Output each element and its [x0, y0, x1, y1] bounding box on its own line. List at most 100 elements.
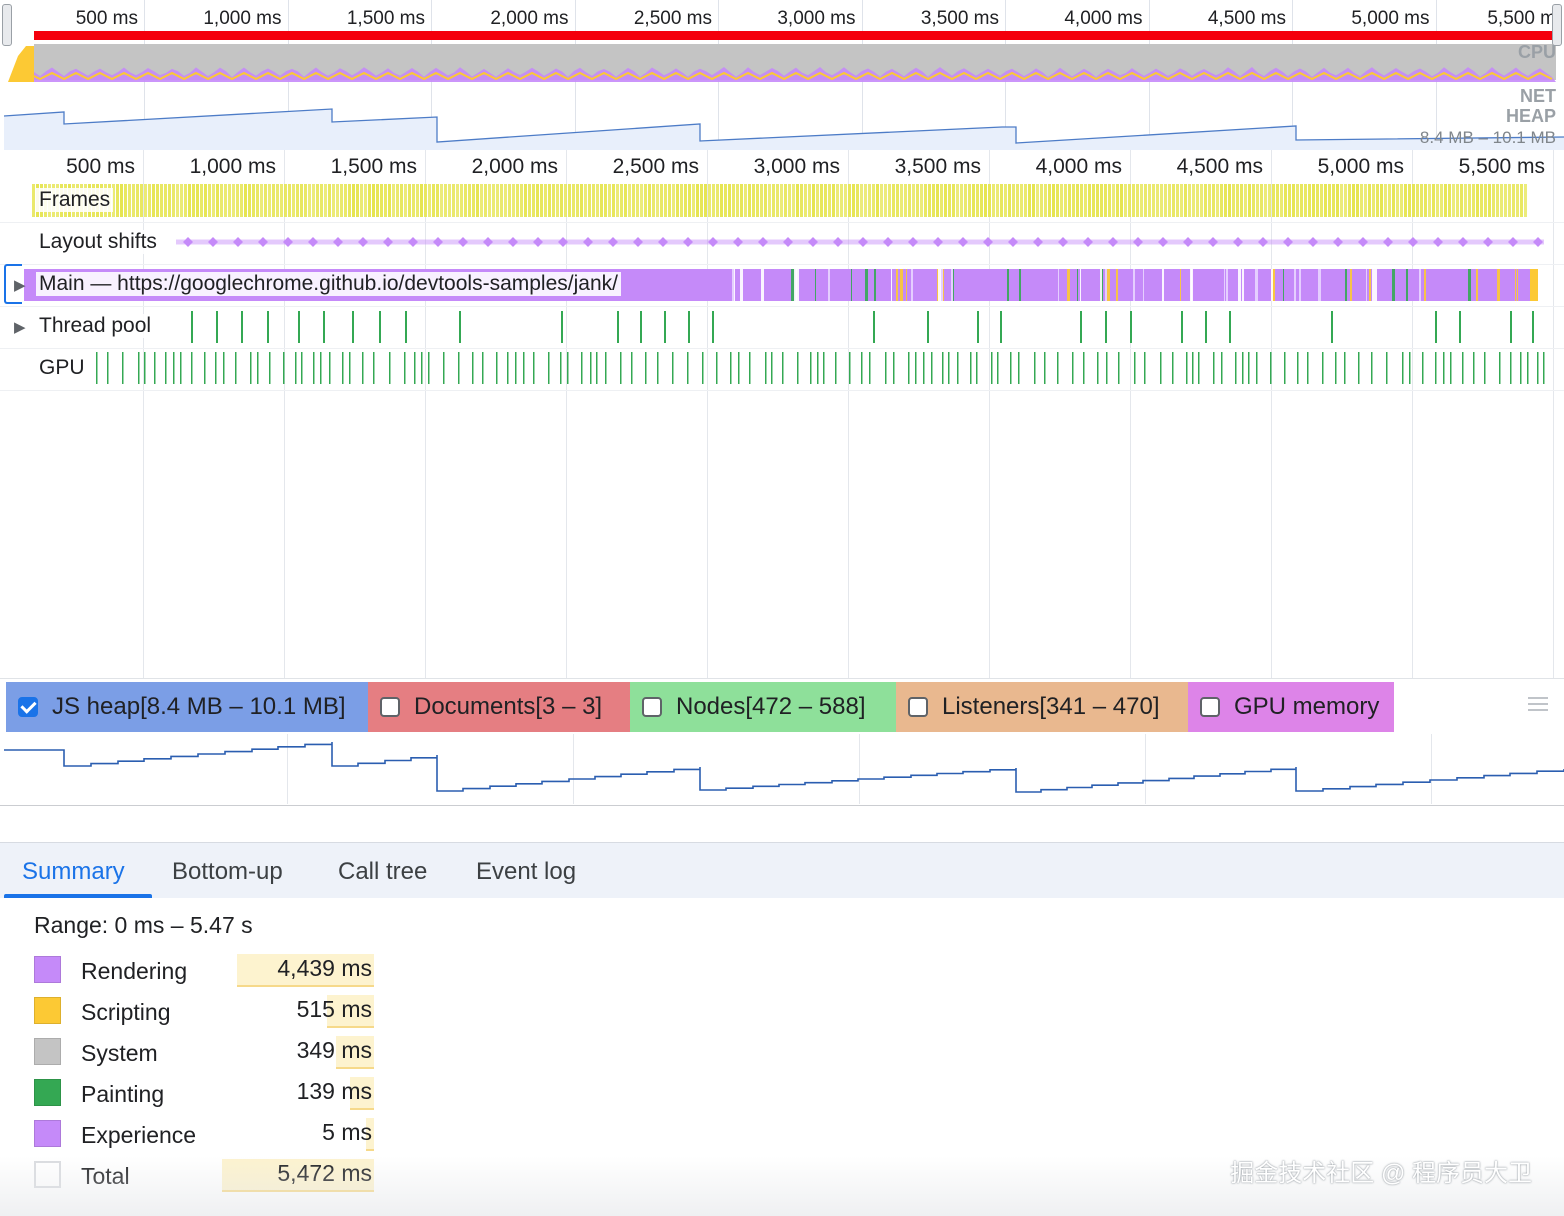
range-handle-right[interactable]: [1552, 4, 1562, 46]
heap-label: HEAP: [1505, 106, 1556, 126]
main-task-slice: [1224, 269, 1225, 301]
main-task-slice: [851, 269, 852, 301]
frame-mark: [1068, 184, 1071, 217]
main-task-slice: [1242, 269, 1244, 301]
frame-mark: [1100, 184, 1103, 217]
gpu-task: [1144, 352, 1146, 384]
gpu-task: [1018, 352, 1020, 384]
main-task-slice: [828, 269, 830, 301]
track-thread-pool[interactable]: Thread pool: [36, 314, 155, 338]
gpu-task: [373, 352, 375, 384]
gpu-task: [269, 352, 271, 384]
tab-bottom-up[interactable]: Bottom-up: [172, 858, 283, 885]
counter-3[interactable]: Listeners[341 – 470]: [896, 682, 1188, 732]
frame-mark: [1188, 184, 1191, 217]
frame-mark: [1508, 184, 1511, 217]
track-marks: [24, 184, 1545, 384]
thread-pool-task: [1000, 311, 1002, 343]
frame-mark: [604, 184, 607, 217]
frame-mark: [956, 184, 959, 217]
counter-checkbox[interactable]: [642, 697, 662, 717]
gpu-task: [771, 352, 773, 384]
frame-mark: [1316, 184, 1319, 217]
frame-mark: [280, 184, 283, 217]
frame-mark: [584, 184, 587, 217]
frame-mark: [780, 184, 783, 217]
counter-1[interactable]: Documents[3 – 3]: [368, 682, 630, 732]
gpu-task: [507, 352, 509, 384]
layout-shift-marker: [1008, 237, 1018, 247]
timeline-overview[interactable]: 500 ms 1,000 ms 1,500 ms 2,000 ms 2,500 ms 3,…: [0, 0, 1564, 151]
layout-shift-marker: [858, 237, 868, 247]
counter-checkbox[interactable]: [908, 697, 928, 717]
frame-mark: [1488, 184, 1491, 217]
track-main[interactable]: Main — https://googlechrome.github.io/de…: [36, 272, 621, 296]
gpu-task: [765, 352, 767, 384]
frame-mark: [1172, 184, 1175, 217]
gpu-task: [797, 352, 799, 384]
track-gpu[interactable]: GPU: [36, 356, 88, 380]
frame-mark: [860, 184, 863, 217]
main-task-slice: [1419, 269, 1421, 301]
frame-mark: [1252, 184, 1255, 217]
main-task-slice: [938, 269, 941, 301]
tab-event-log[interactable]: Event log: [476, 858, 577, 885]
thread-pool-task: [688, 311, 690, 343]
category-name: System: [81, 1040, 158, 1066]
track-frames[interactable]: Frames: [36, 188, 114, 212]
gpu-task: [1322, 352, 1324, 384]
frame-mark: [504, 184, 507, 217]
frame-mark: [800, 184, 803, 217]
counter-4[interactable]: GPU memory: [1188, 682, 1394, 732]
heap-range-label: 8.4 MB – 10.1 MB: [1419, 128, 1556, 147]
range-handle-left[interactable]: [2, 4, 12, 46]
counter-checkbox[interactable]: [18, 697, 38, 717]
layout-shift-marker: [583, 237, 593, 247]
counter-label: Documents[3 – 3]: [414, 693, 603, 720]
menu-icon[interactable]: [1528, 697, 1548, 713]
summary-row: System 349 ms: [34, 1036, 374, 1076]
frame-mark: [1116, 184, 1119, 217]
expand-main-icon[interactable]: ▶: [14, 277, 26, 294]
counter-0[interactable]: JS heap[8.4 MB – 10.1 MB]: [6, 682, 368, 732]
overview-tick-label: 2,000 ms: [490, 8, 569, 29]
counter-checkbox[interactable]: [1200, 697, 1220, 717]
track-layout-shifts[interactable]: Layout shifts: [36, 230, 160, 254]
frame-mark: [420, 184, 423, 217]
frame-mark: [960, 184, 963, 217]
gpu-task: [154, 352, 156, 384]
flame-chart[interactable]: 500 ms 1,000 ms 1,500 ms 2,000 ms 2,500 ms 3,…: [0, 150, 1564, 678]
main-task-slice: [1515, 269, 1516, 301]
layout-shift-marker: [1383, 237, 1393, 247]
main-task-slice: [1133, 269, 1135, 301]
main-task-slice: [1105, 269, 1107, 301]
frame-mark: [196, 184, 199, 217]
frame-mark: [164, 184, 167, 217]
frame-mark: [1512, 184, 1515, 217]
frame-mark: [900, 184, 903, 217]
gpu-task: [342, 352, 344, 384]
thread-pool-task: [873, 311, 875, 343]
js-heap-line: [4, 742, 1564, 793]
expand-thread-pool-icon[interactable]: ▶: [14, 319, 26, 336]
thread-pool-task: [1532, 311, 1534, 343]
thread-pool-task: [459, 311, 461, 343]
main-task-slice: [1374, 269, 1377, 301]
tab-call-tree[interactable]: Call tree: [338, 858, 428, 885]
frame-mark: [568, 184, 571, 217]
tab-summary[interactable]: Summary: [22, 858, 125, 885]
frame-mark: [1056, 184, 1059, 217]
gpu-task: [235, 352, 237, 384]
category-swatch: [34, 956, 61, 983]
counter-checkbox[interactable]: [380, 697, 400, 717]
frame-mark: [400, 184, 403, 217]
frame-mark: [404, 184, 407, 217]
counter-2[interactable]: Nodes[472 – 588]: [630, 682, 896, 732]
frame-mark: [1368, 184, 1371, 217]
frame-mark: [664, 184, 667, 217]
gpu-task: [1221, 352, 1223, 384]
frame-mark: [1516, 184, 1519, 217]
main-task-slice: [1067, 269, 1070, 301]
gpu-task: [204, 352, 206, 384]
thread-pool-task: [977, 311, 979, 343]
